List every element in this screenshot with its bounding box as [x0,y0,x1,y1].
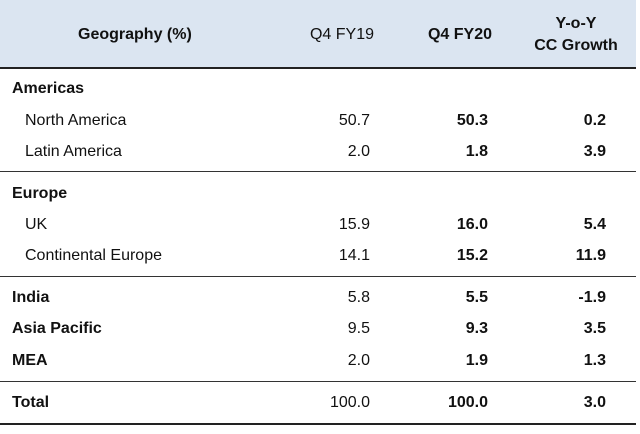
table-header: Geography (%) Q4 FY19 Q4 FY20 Y-o-Y CC G… [0,0,636,69]
row-label: Asia Pacific [12,320,102,337]
row-divider [0,381,636,382]
q4fy19-value: 9.5 [347,320,370,337]
q4fy20-value: 100.0 [447,394,488,411]
table-row-latin-america: Latin America 2.0 1.8 3.9 [0,139,640,165]
row-divider [0,171,636,172]
row-label: Continental Europe [25,247,162,264]
q4fy20-value: 1.9 [465,352,488,369]
header-cc-growth: Y-o-Y CC Growth [528,13,624,57]
cc-growth-value: 3.5 [583,320,606,337]
q4fy19-value: 2.0 [347,143,370,160]
row-label: UK [25,216,48,233]
group-row-americas: Americas [0,76,640,102]
cc-growth-value: 3.9 [583,143,606,160]
table-row-india: India 5.8 5.5 -1.9 [0,285,640,311]
header-q4fy19: Q4 FY19 [309,26,374,43]
header-geography: Geography (%) [78,26,192,43]
cc-growth-value: 11.9 [575,247,606,264]
header-cc-line1: Y-o-Y [555,15,597,32]
table-row-continental-europe: Continental Europe 14.1 15.2 11.9 [0,243,640,269]
q4fy19-value: 2.0 [347,352,370,369]
q4fy20-value: 50.3 [456,112,488,129]
row-label: Total [12,394,50,411]
cc-growth-value: 3.0 [583,394,606,411]
group-row-europe: Europe [0,181,640,207]
cc-growth-value: 1.3 [583,352,606,369]
row-divider [0,276,636,277]
cc-growth-value: 0.2 [583,112,606,129]
q4fy19-value: 50.7 [338,112,370,129]
q4fy20-value: 16.0 [456,216,488,233]
table-bottom-border [0,423,636,425]
q4fy19-value: 5.8 [347,289,370,306]
group-label: Americas [12,80,85,97]
table-row-total: Total 100.0 100.0 3.0 [0,390,640,416]
header-cc-line2: CC Growth [534,37,618,54]
q4fy19-value: 100.0 [329,394,370,411]
table-row-mea: MEA 2.0 1.9 1.3 [0,348,640,374]
table-row-uk: UK 15.9 16.0 5.4 [0,212,640,238]
header-q4fy20: Q4 FY20 [427,26,492,43]
cc-growth-value: -1.9 [578,289,606,306]
row-label: Latin America [25,143,122,160]
row-label: MEA [12,352,48,369]
cc-growth-value: 5.4 [583,216,606,233]
q4fy19-value: 14.1 [338,247,370,264]
group-label: Europe [12,185,68,202]
q4fy20-value: 5.5 [465,289,488,306]
q4fy20-value: 9.3 [465,320,488,337]
table-row-north-america: North America 50.7 50.3 0.2 [0,108,640,134]
row-label: India [12,289,50,306]
q4fy20-value: 1.8 [465,143,488,160]
table-row-asia-pacific: Asia Pacific 9.5 9.3 3.5 [0,316,640,342]
q4fy19-value: 15.9 [338,216,370,233]
q4fy20-value: 15.2 [456,247,488,264]
row-label: North America [25,112,127,129]
